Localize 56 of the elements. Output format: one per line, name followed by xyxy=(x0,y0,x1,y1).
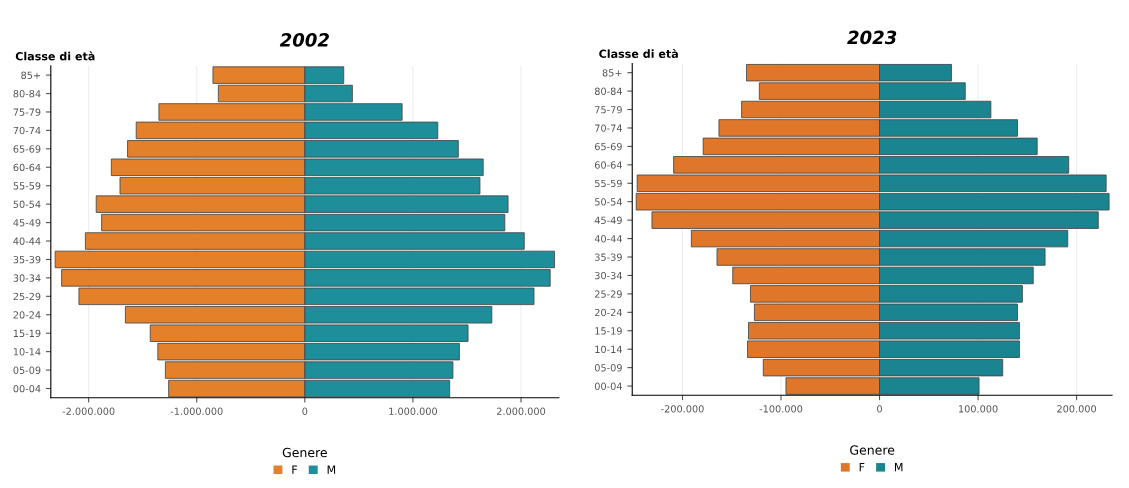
chart-title: 2002 xyxy=(279,33,329,47)
legend-label: M xyxy=(327,465,336,474)
y-tick-label: 50-54 xyxy=(595,198,622,206)
y-tick-label: 00-04 xyxy=(594,382,622,390)
y-tick-label: 35-39 xyxy=(13,255,41,264)
y-tick-label: 45-49 xyxy=(594,216,622,224)
x-tick-label: 100.000 xyxy=(959,405,998,413)
x-tick-label: 0 xyxy=(877,405,882,413)
y-tick-label: 30-34 xyxy=(13,274,41,282)
legend-label: M xyxy=(894,463,903,472)
y-tick-label: 40-44 xyxy=(13,237,41,245)
x-tick-label: 200.000 xyxy=(1057,405,1097,413)
y-tick-label: 50-54 xyxy=(13,200,41,208)
y-tick-label: 10-14 xyxy=(595,345,622,354)
y-tick-label: 65-69 xyxy=(13,145,41,153)
legend-title: Genere xyxy=(282,447,327,458)
y-tick-label: 60-64 xyxy=(594,161,622,169)
x-tick-label: 0 xyxy=(302,407,308,415)
y-tick-label: 85+ xyxy=(21,71,41,79)
y-tick-label: 55-59 xyxy=(13,182,41,190)
y-axis-title: Classe di età xyxy=(599,48,678,58)
x-tick-label: -1.000.000 xyxy=(170,407,223,415)
y-tick-label: 05-09 xyxy=(13,366,41,374)
y-tick-label: 25-29 xyxy=(594,290,622,298)
y-tick-label: 10-14 xyxy=(13,348,41,356)
y-tick-label: 70-74 xyxy=(13,126,41,135)
x-tick-label: -200.000 xyxy=(661,405,704,413)
y-tick-label: 75-79 xyxy=(13,108,41,116)
x-tick-label: 1.000.000 xyxy=(389,407,438,415)
x-tick-label: 2.000.000 xyxy=(496,407,546,415)
y-tick-label: 15-19 xyxy=(595,327,622,335)
y-axis-title: Classe di età xyxy=(15,51,95,61)
y-tick-label: 65-69 xyxy=(594,142,622,151)
legend-label: F xyxy=(292,465,298,474)
legend-title: Genere xyxy=(850,445,895,455)
y-tick-label: 35-39 xyxy=(595,253,622,261)
y-tick-label: 55-59 xyxy=(595,179,622,188)
y-tick-label: 15-19 xyxy=(13,329,41,338)
y-tick-label: 85+ xyxy=(602,69,622,77)
y-tick-label: 80-84 xyxy=(13,90,41,98)
y-tick-label: 45-49 xyxy=(13,219,41,227)
y-tick-label: 70-74 xyxy=(595,124,622,132)
y-tick-label: 25-29 xyxy=(13,292,41,301)
y-tick-label: 80-84 xyxy=(594,87,622,95)
legend-label: F xyxy=(859,463,865,472)
chart-title: 2023 xyxy=(847,30,897,45)
y-tick-label: 20-24 xyxy=(13,311,41,319)
y-tick-label: 40-44 xyxy=(594,235,622,243)
y-tick-label: 30-34 xyxy=(595,271,622,280)
x-tick-label: -2.000.000 xyxy=(62,407,115,415)
y-tick-label: 20-24 xyxy=(594,308,622,317)
x-tick-label: -100.000 xyxy=(759,405,803,413)
y-tick-label: 60-64 xyxy=(13,163,41,172)
y-tick-label: 75-79 xyxy=(595,106,622,114)
y-tick-label: 00-04 xyxy=(13,384,41,393)
y-tick-label: 05-09 xyxy=(594,364,622,372)
